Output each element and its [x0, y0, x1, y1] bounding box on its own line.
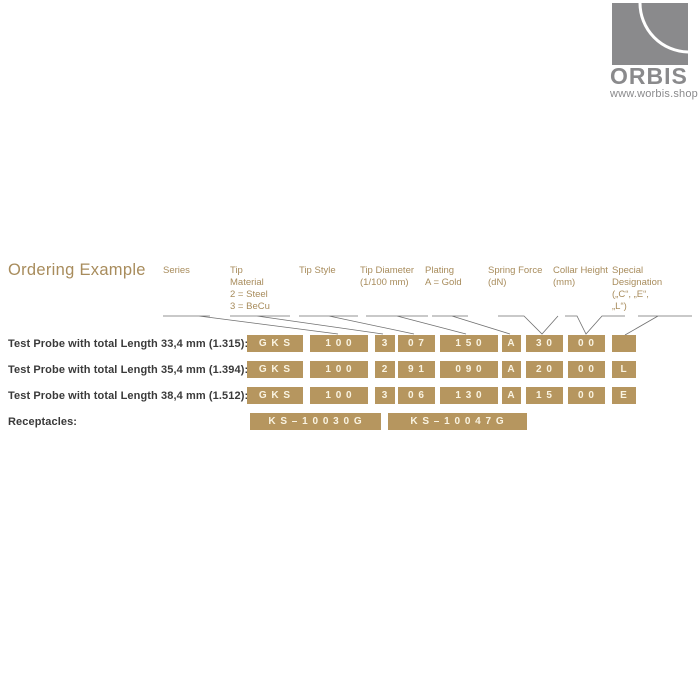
code-box-spring-force: 1 5 [526, 387, 563, 404]
code-box-collar-height: 0 0 [568, 335, 605, 352]
row-label-probe-38: Test Probe with total Length 38,4 mm (1.… [8, 390, 249, 402]
logo-arc-icon [638, 3, 688, 54]
code-box-series: G K S [247, 361, 303, 378]
code-box-series-number: 1 0 0 [310, 361, 368, 378]
row-label-probe-35: Test Probe with total Length 35,4 mm (1.… [8, 364, 249, 376]
code-box-collar-height: 0 0 [568, 361, 605, 378]
page-title: Ordering Example [8, 261, 146, 279]
code-box-receptacle-2: K S – 1 0 0 4 7 G [388, 413, 527, 430]
code-box-tip-style: 0 7 [398, 335, 435, 352]
code-box-plating: A [502, 361, 521, 378]
column-header-plating: Plating A = Gold [425, 265, 462, 288]
orbis-logo-mark [612, 3, 688, 65]
code-box-tip-material: 2 [375, 361, 395, 378]
row-label-probe-33: Test Probe with total Length 33,4 mm (1.… [8, 338, 249, 350]
code-box-tip-material: 3 [375, 387, 395, 404]
code-box-spring-force: 2 0 [526, 361, 563, 378]
code-box-tip-material: 3 [375, 335, 395, 352]
column-header-tip-material: Tip Material 2 = Steel 3 = BeCu [230, 265, 270, 312]
logo-website-text: www.worbis.shop [610, 88, 698, 100]
code-box-series: G K S [247, 387, 303, 404]
code-box-series: G K S [247, 335, 303, 352]
column-header-tip-style: Tip Style [299, 265, 336, 276]
code-box-receptacle-1: K S – 1 0 0 3 0 G [250, 413, 381, 430]
column-header-spring-force: Spring Force (dN) [488, 265, 543, 288]
code-box-tip-style: 0 6 [398, 387, 435, 404]
column-header-collar-height: Collar Height (mm) [553, 265, 608, 288]
code-box-special-designation [612, 335, 636, 352]
code-box-plating: A [502, 335, 521, 352]
code-box-plating: A [502, 387, 521, 404]
column-header-series: Series [163, 265, 190, 276]
code-box-tip-diameter: 1 5 0 [440, 335, 498, 352]
column-header-special-designation: Special Designation („C“, „E“, „L“) [612, 265, 663, 312]
code-box-special-designation: L [612, 361, 636, 378]
code-box-special-designation: E [612, 387, 636, 404]
code-box-spring-force: 3 0 [526, 335, 563, 352]
code-box-tip-diameter: 0 9 0 [440, 361, 498, 378]
column-header-tip-diameter: Tip Diameter (1/100 mm) [360, 265, 415, 288]
row-label-receptacles: Receptacles: [8, 416, 78, 428]
code-box-tip-style: 9 1 [398, 361, 435, 378]
code-box-tip-diameter: 1 3 0 [440, 387, 498, 404]
code-box-series-number: 1 0 0 [310, 335, 368, 352]
code-box-series-number: 1 0 0 [310, 387, 368, 404]
code-box-collar-height: 0 0 [568, 387, 605, 404]
logo-brand-text: ORBIS [610, 63, 688, 89]
